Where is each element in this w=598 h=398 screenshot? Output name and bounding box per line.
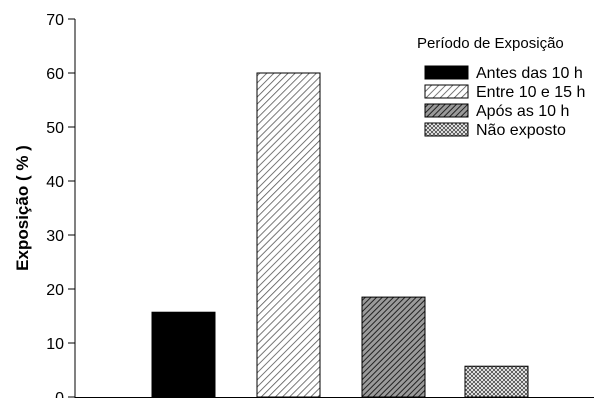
legend-label: Após as 10 h xyxy=(476,103,569,120)
legend-swatch xyxy=(424,65,469,80)
legend-title: Período de Exposição xyxy=(417,35,564,52)
legend-swatch xyxy=(424,122,469,137)
legend-swatch xyxy=(424,84,469,99)
legend-label: Entre 10 e 15 h xyxy=(476,84,585,101)
y-tick-label: 70 xyxy=(46,12,64,29)
bar-1 xyxy=(151,311,216,398)
y-axis: 0 10 20 30 40 50 60 70 xyxy=(46,12,76,398)
bar-2 xyxy=(256,72,321,398)
y-tick-label: 50 xyxy=(46,120,64,137)
legend-label: Antes das 10 h xyxy=(476,65,583,82)
y-tick-label: 0 xyxy=(55,390,64,398)
legend-swatch xyxy=(424,103,469,118)
bars xyxy=(151,72,529,398)
bar-4 xyxy=(464,365,529,398)
legend-label: Não exposto xyxy=(476,122,566,139)
y-tick-label: 20 xyxy=(46,282,64,299)
y-axis-label: Exposição ( % ) xyxy=(13,145,32,271)
y-tick-label: 40 xyxy=(46,174,64,191)
y-tick-label: 30 xyxy=(46,228,64,245)
bar-3 xyxy=(361,296,426,398)
legend: Período de Exposição Antes das 10 h Entre… xyxy=(417,35,585,139)
y-tick-label: 60 xyxy=(46,66,64,83)
y-tick-label: 10 xyxy=(46,336,64,353)
